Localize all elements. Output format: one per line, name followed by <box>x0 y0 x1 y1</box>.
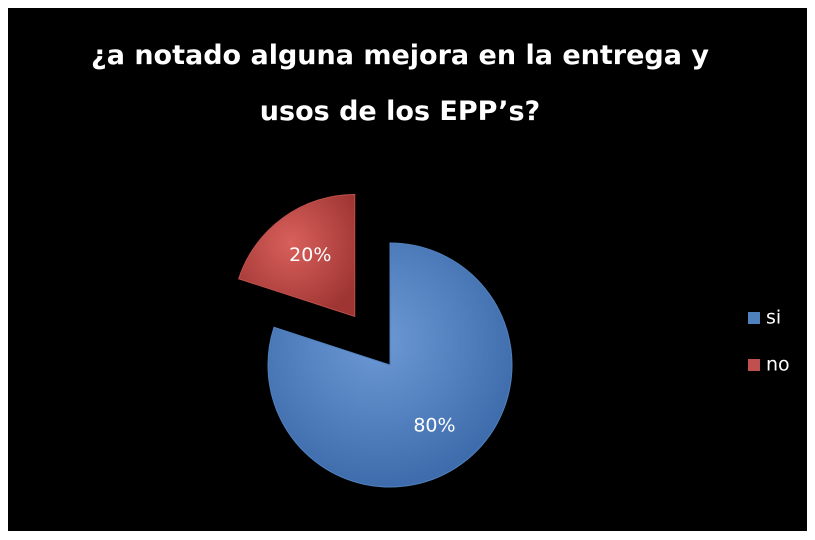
chart-title: ¿a notado alguna mejora en la entrega y … <box>91 40 709 127</box>
pie-slice <box>238 193 356 318</box>
data-label: 80% <box>413 415 455 437</box>
data-label: 20% <box>289 244 331 266</box>
legend-swatch <box>748 312 760 324</box>
pie-slice <box>267 242 513 488</box>
legend-swatch <box>748 359 760 371</box>
legend-label: si <box>766 307 781 329</box>
legend-label: no <box>766 354 790 376</box>
